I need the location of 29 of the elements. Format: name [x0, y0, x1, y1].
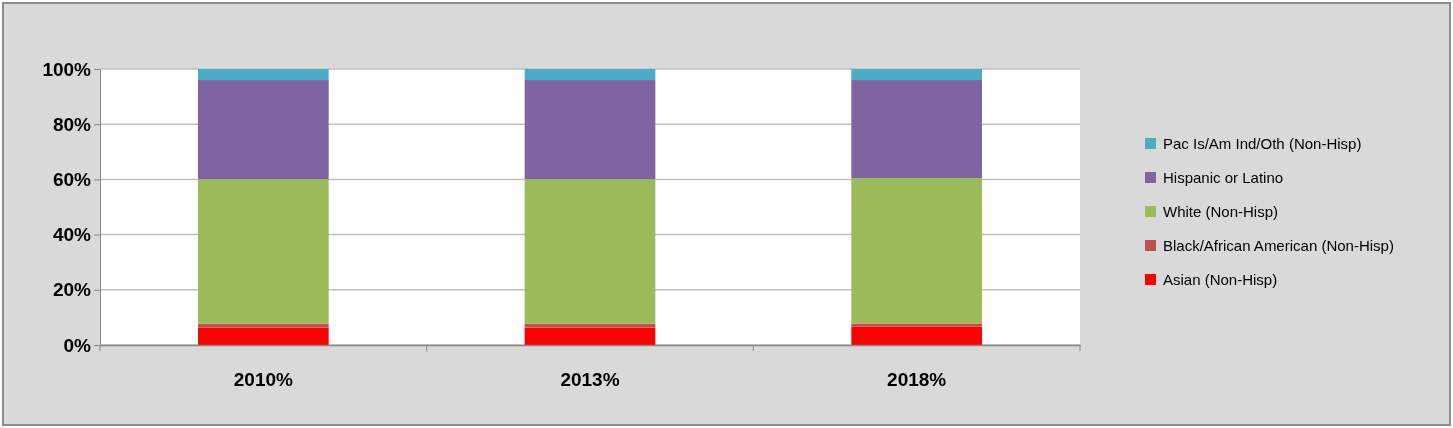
- x-tick-label: 2018%: [887, 369, 947, 391]
- y-tick-label: 100%: [42, 58, 92, 80]
- bar: [198, 323, 329, 328]
- legend-label: Hispanic or Latino: [1163, 169, 1284, 186]
- y-tick-label: 60%: [52, 168, 92, 190]
- bar: [524, 69, 656, 81]
- bar: [198, 69, 329, 81]
- y-tick-label: 80%: [52, 113, 92, 135]
- legend-label: Asian (Non-Hisp): [1163, 271, 1278, 288]
- bar: [524, 179, 656, 324]
- bar: [198, 80, 329, 180]
- bar: [851, 178, 982, 324]
- bar: [851, 69, 982, 81]
- legend-label: Pac Is/Am Ind/Oth (Non-Hisp): [1163, 135, 1362, 152]
- bar: [198, 327, 329, 345]
- x-tick-label: 2010%: [233, 369, 294, 391]
- bar: [198, 179, 329, 324]
- bar: [851, 80, 982, 179]
- legend-label: Black/African American (Non-Hisp): [1163, 237, 1394, 254]
- bar: [524, 323, 656, 328]
- bar: [524, 80, 656, 180]
- bar: [524, 327, 656, 345]
- bar: [851, 326, 982, 345]
- y-tick-label: 20%: [52, 279, 92, 301]
- legend-label: White (Non-Hisp): [1163, 203, 1279, 220]
- x-tick-label: 2013%: [560, 369, 620, 391]
- y-tick-label: 0%: [63, 334, 92, 356]
- bar: [851, 323, 982, 327]
- y-tick-label: 40%: [52, 224, 92, 246]
